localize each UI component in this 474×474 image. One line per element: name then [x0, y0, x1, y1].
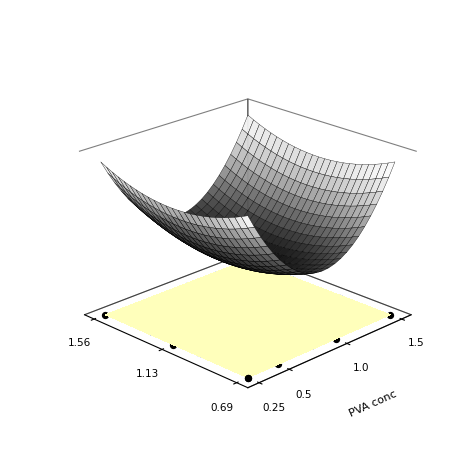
X-axis label: PVA conc: PVA conc — [347, 389, 398, 419]
